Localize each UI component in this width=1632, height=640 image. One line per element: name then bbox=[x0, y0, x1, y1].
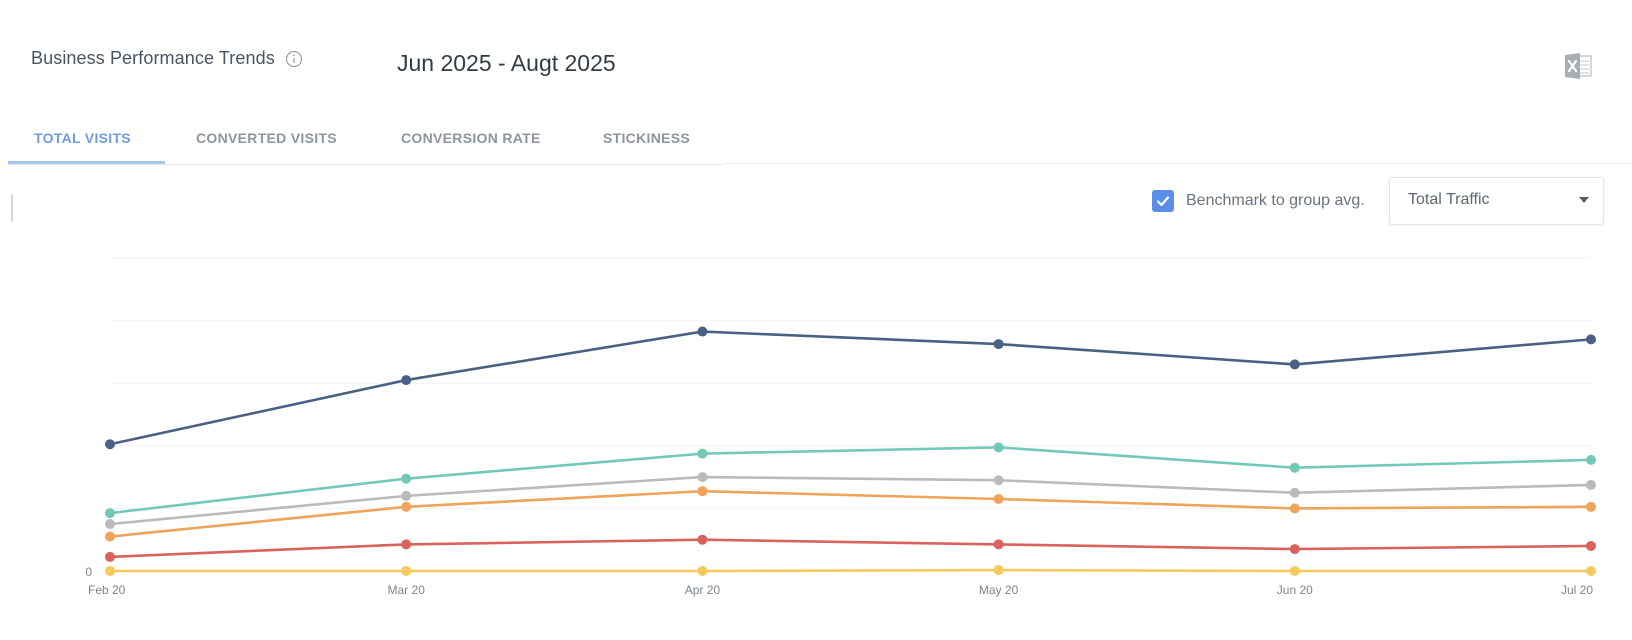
data-point[interactable] bbox=[105, 551, 115, 562]
data-point[interactable] bbox=[105, 508, 115, 519]
data-point[interactable] bbox=[1586, 479, 1596, 490]
data-point[interactable] bbox=[1586, 566, 1596, 576]
x-tick-label: May 20 bbox=[979, 583, 1019, 597]
traffic-select-value: Total Traffic bbox=[1408, 191, 1490, 208]
chart-title: Business Performance Trends bbox=[31, 48, 303, 69]
chevron-down-icon bbox=[1579, 197, 1589, 203]
data-point[interactable] bbox=[1289, 462, 1300, 473]
data-point[interactable] bbox=[697, 472, 708, 483]
tab-converted-visits[interactable]: CONVERTED VISITS bbox=[196, 130, 337, 146]
data-point[interactable] bbox=[401, 539, 412, 550]
x-tick-label: Mar 20 bbox=[388, 583, 426, 597]
data-point[interactable] bbox=[993, 475, 1004, 486]
series-line-5 bbox=[108, 538, 1593, 559]
data-point[interactable] bbox=[993, 442, 1004, 453]
data-point[interactable] bbox=[697, 566, 708, 576]
x-axis-ticks: Feb 20 Mar 20 Apr 20 May 20 Jun 20 Jul 20 bbox=[88, 583, 1593, 597]
data-point[interactable] bbox=[697, 534, 708, 545]
data-point[interactable] bbox=[401, 490, 412, 501]
data-point[interactable] bbox=[105, 531, 115, 542]
data-point[interactable] bbox=[401, 473, 412, 484]
metric-tabs: TOTAL VISITS CONVERTED VISITS CONVERSION… bbox=[8, 118, 724, 165]
data-point[interactable] bbox=[105, 566, 115, 576]
data-point[interactable] bbox=[993, 539, 1004, 550]
data-point[interactable] bbox=[1586, 334, 1596, 345]
data-point[interactable] bbox=[401, 375, 412, 386]
chart-points bbox=[105, 326, 1596, 576]
x-tick-label: Apr 20 bbox=[685, 583, 721, 597]
active-tab-indicator bbox=[8, 161, 165, 164]
chart-title-text: Business Performance Trends bbox=[31, 48, 275, 68]
data-point[interactable] bbox=[1586, 501, 1596, 512]
data-point[interactable] bbox=[993, 565, 1004, 576]
data-point[interactable] bbox=[1289, 566, 1300, 576]
info-icon[interactable] bbox=[285, 50, 303, 68]
data-point[interactable] bbox=[401, 501, 412, 512]
tab-total-visits[interactable]: TOTAL VISITS bbox=[34, 130, 131, 146]
data-point[interactable] bbox=[1586, 454, 1596, 465]
data-point[interactable] bbox=[993, 494, 1004, 505]
data-point[interactable] bbox=[1586, 540, 1596, 551]
traffic-select[interactable]: Total Traffic bbox=[1389, 177, 1604, 225]
x-tick-label: Feb 20 bbox=[88, 583, 126, 597]
excel-export-icon[interactable] bbox=[1563, 52, 1593, 80]
data-point[interactable] bbox=[993, 339, 1004, 350]
y-axis-ticks: 0 bbox=[85, 565, 92, 579]
data-point[interactable] bbox=[1289, 487, 1300, 498]
tabs-divider bbox=[724, 163, 1632, 164]
date-range[interactable]: Jun 2025 - Augt 2025 bbox=[397, 50, 616, 76]
series-line-3 bbox=[108, 475, 1593, 526]
data-point[interactable] bbox=[401, 566, 412, 576]
tab-stickiness[interactable]: STICKINESS bbox=[603, 130, 691, 146]
chart-grid bbox=[110, 257, 1591, 572]
tab-conversion-rate[interactable]: CONVERSION RATE bbox=[401, 130, 541, 146]
data-point[interactable] bbox=[1289, 503, 1300, 514]
benchmark-toggle[interactable]: Benchmark to group avg. bbox=[1152, 190, 1365, 212]
benchmark-label: Benchmark to group avg. bbox=[1186, 192, 1365, 209]
benchmark-checkbox[interactable] bbox=[1152, 190, 1174, 212]
data-point[interactable] bbox=[105, 519, 115, 530]
data-point[interactable] bbox=[105, 439, 115, 450]
left-divider bbox=[11, 194, 13, 222]
data-point[interactable] bbox=[697, 448, 708, 459]
series-line-4 bbox=[108, 489, 1593, 538]
y-tick-label: 0 bbox=[85, 565, 92, 579]
series-line-6 bbox=[108, 568, 1593, 573]
chart-lines bbox=[108, 330, 1593, 573]
x-tick-label: Jul 20 bbox=[1561, 583, 1593, 597]
series-line-1 bbox=[108, 330, 1593, 446]
x-tick-label: Jun 20 bbox=[1277, 583, 1313, 597]
data-point[interactable] bbox=[1289, 359, 1300, 370]
data-point[interactable] bbox=[697, 326, 708, 337]
data-point[interactable] bbox=[697, 486, 708, 497]
series-line-2 bbox=[108, 446, 1593, 515]
check-icon bbox=[1156, 196, 1170, 207]
data-point[interactable] bbox=[1289, 544, 1300, 555]
